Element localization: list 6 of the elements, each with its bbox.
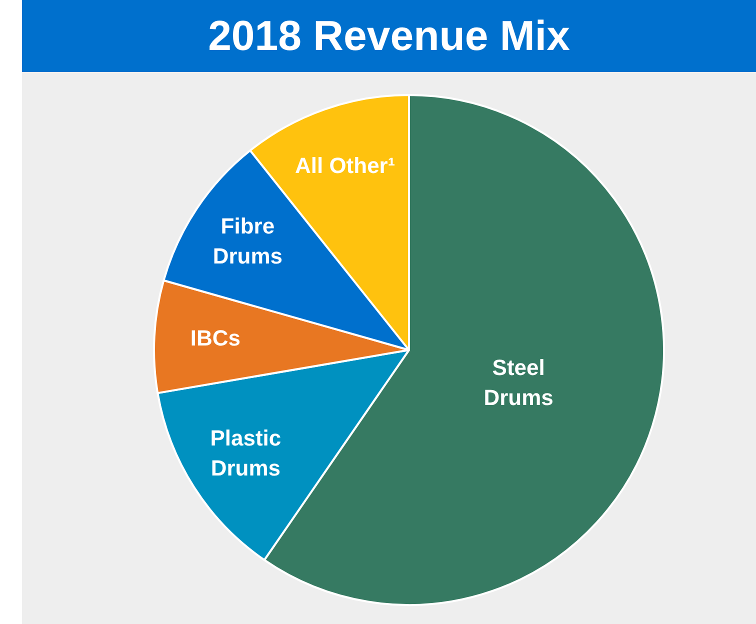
chart-title: 2018 Revenue Mix xyxy=(22,0,756,72)
slice-label: All Other¹ xyxy=(294,153,396,178)
slice-label: Steel Drums xyxy=(484,355,554,410)
slice-label: Plastic Drums xyxy=(210,425,282,480)
slice-label: IBCs xyxy=(190,326,241,351)
slice-label: Fibre Drums xyxy=(212,214,283,269)
